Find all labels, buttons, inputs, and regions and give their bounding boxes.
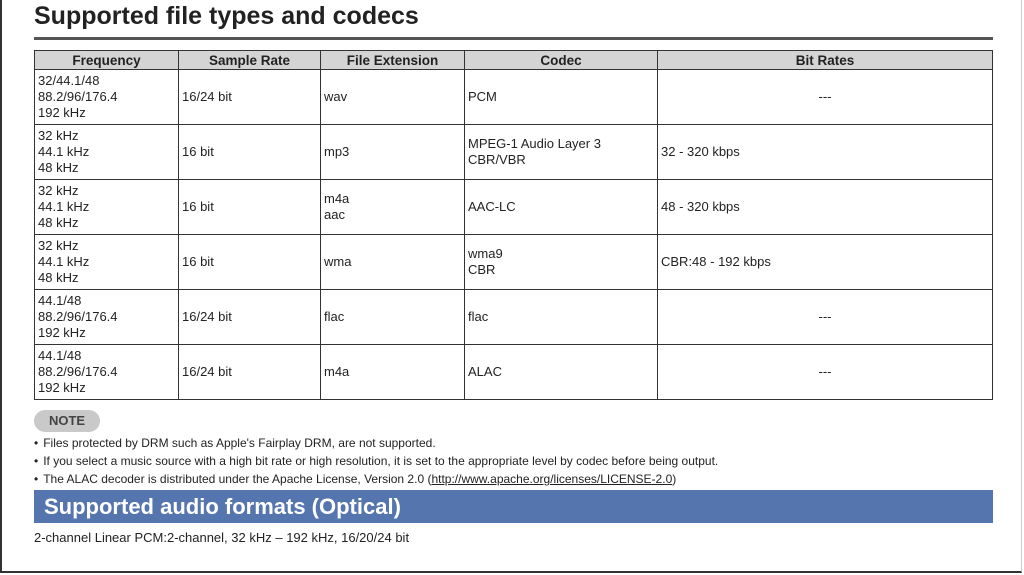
cell-frequency: 44.1/48 88.2/96/176.4 192 kHz — [34, 289, 179, 345]
cell-sample-rate: 16/24 bit — [178, 289, 321, 345]
cell-codec: AAC-LC — [464, 179, 658, 235]
title-rule — [34, 37, 993, 40]
cell-bit-rates: 32 - 320 kbps — [657, 124, 993, 180]
cell-codec: flac — [464, 289, 658, 345]
table-row: 32 kHz 44.1 kHz 48 kHz 16 bit m4a aac AAC-L… — [34, 179, 993, 235]
table-row: 32 kHz 44.1 kHz 48 kHz 16 bit mp3 MPEG-1 Au… — [34, 124, 993, 180]
table-row: 44.1/48 88.2/96/176.4 192 kHz 16/24 bit m4… — [34, 344, 993, 400]
header-sample-rate: Sample Rate — [178, 50, 321, 70]
cell-sample-rate: 16/24 bit — [178, 69, 321, 125]
table-row: 32 kHz 44.1 kHz 48 kHz 16 bit wma wma9 CBR C… — [34, 234, 993, 290]
table-row: 44.1/48 88.2/96/176.4 192 kHz 16/24 bit fl… — [34, 289, 993, 345]
cell-sample-rate: 16 bit — [178, 179, 321, 235]
cell-sample-rate: 16/24 bit — [178, 344, 321, 400]
cell-file-extension: m4a — [320, 344, 465, 400]
header-frequency: Frequency — [34, 50, 179, 70]
cell-file-extension: m4a aac — [320, 179, 465, 235]
note-item: The ALAC decoder is distributed under th… — [34, 470, 718, 488]
cell-file-extension: wma — [320, 234, 465, 290]
codec-table: Frequency Sample Rate File Extension Cod… — [34, 50, 993, 400]
cell-frequency: 44.1/48 88.2/96/176.4 192 kHz — [34, 344, 179, 400]
cell-frequency: 32 kHz 44.1 kHz 48 kHz — [34, 124, 179, 180]
cell-codec: PCM — [464, 69, 658, 125]
cell-frequency: 32 kHz 44.1 kHz 48 kHz — [34, 234, 179, 290]
cell-frequency: 32 kHz 44.1 kHz 48 kHz — [34, 179, 179, 235]
cell-sample-rate: 16 bit — [178, 124, 321, 180]
cell-file-extension: mp3 — [320, 124, 465, 180]
table-row: 32/44.1/48 88.2/96/176.4 192 kHz 16/24 bi… — [34, 69, 993, 125]
cell-bit-rates: CBR:48 - 192 kbps — [657, 234, 993, 290]
header-codec: Codec — [464, 50, 658, 70]
cell-codec: ALAC — [464, 344, 658, 400]
cell-bit-rates: --- — [657, 69, 993, 125]
license-close: ) — [672, 472, 677, 486]
note-item: Files protected by DRM such as Apple's F… — [34, 434, 718, 452]
license-text: The ALAC decoder is distributed under th… — [43, 472, 432, 486]
header-bit-rates: Bit Rates — [657, 50, 993, 70]
cell-codec: wma9 CBR — [464, 234, 658, 290]
page-title: Supported file types and codecs — [34, 2, 419, 30]
table-header-row: Frequency Sample Rate File Extension Cod… — [34, 50, 993, 70]
header-file-extension: File Extension — [320, 50, 465, 70]
cell-sample-rate: 16 bit — [178, 234, 321, 290]
cell-bit-rates: --- — [657, 289, 993, 345]
cell-codec: MPEG-1 Audio Layer 3 CBR/VBR — [464, 124, 658, 180]
note-list: Files protected by DRM such as Apple's F… — [34, 434, 718, 488]
cell-bit-rates: 48 - 320 kbps — [657, 179, 993, 235]
cell-file-extension: flac — [320, 289, 465, 345]
optical-formats-text: 2-channel Linear PCM:2-channel, 32 kHz –… — [34, 530, 410, 545]
cell-frequency: 32/44.1/48 88.2/96/176.4 192 kHz — [34, 69, 179, 125]
note-item: If you select a music source with a high… — [34, 452, 718, 470]
cell-file-extension: wav — [320, 69, 465, 125]
section-heading-optical: Supported audio formats (Optical) — [34, 490, 993, 523]
cell-bit-rates: --- — [657, 344, 993, 400]
license-link[interactable]: http://www.apache.org/licenses/LICENSE-2… — [431, 472, 673, 486]
note-badge: NOTE — [34, 410, 100, 432]
